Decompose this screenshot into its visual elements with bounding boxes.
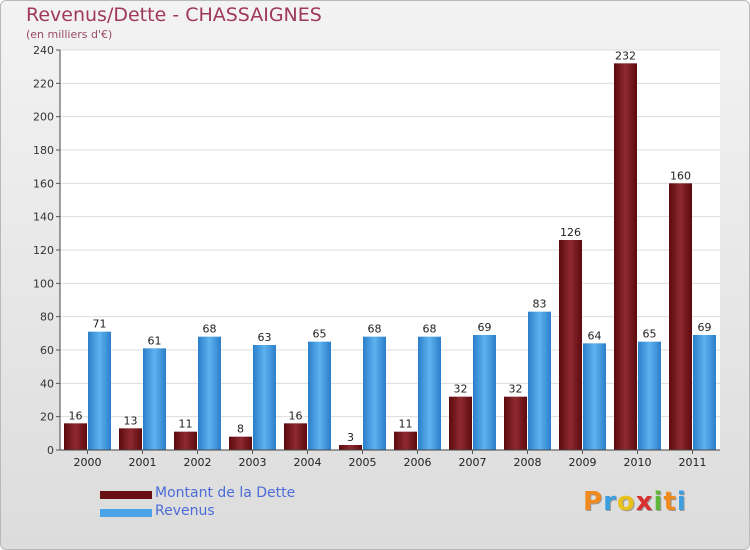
- chart-subtitle: (en milliers d'€): [26, 28, 113, 41]
- logo-letter: t: [663, 487, 677, 517]
- x-tick-label: 2002: [184, 456, 212, 469]
- proxiti-logo: Proxiti: [583, 487, 687, 517]
- legend-swatch-debt: [100, 491, 152, 499]
- data-label-revenus-2006: 68: [423, 323, 437, 336]
- y-tick-label: 200: [33, 111, 54, 124]
- x-tick-label: 2008: [514, 456, 542, 469]
- data-label-revenus-2007: 69: [478, 321, 492, 334]
- x-tick-label: 2011: [679, 456, 707, 469]
- data-label-debt-2001: 13: [124, 414, 138, 427]
- bar-debt-2000: [64, 423, 87, 450]
- data-label-revenus-2004: 65: [313, 328, 327, 341]
- x-tick-label: 2000: [74, 456, 102, 469]
- data-label-revenus-2005: 68: [368, 323, 382, 336]
- bar-revenus-2002: [198, 336, 221, 450]
- data-label-revenus-2008: 83: [533, 298, 547, 311]
- data-label-revenus-2003: 63: [258, 331, 272, 344]
- y-tick-label: 60: [40, 344, 54, 357]
- bar-revenus-2009: [583, 343, 606, 450]
- data-label-debt-2008: 32: [509, 383, 523, 396]
- bar-debt-2007: [449, 396, 472, 450]
- x-tick-label: 2009: [569, 456, 597, 469]
- bar-revenus-2008: [528, 311, 551, 450]
- y-tick-label: 20: [40, 411, 54, 424]
- x-tick-label: 2006: [404, 456, 432, 469]
- bar-debt-2004: [284, 423, 307, 450]
- data-label-revenus-2010: 65: [643, 328, 657, 341]
- x-tick-label: 2001: [129, 456, 157, 469]
- data-label-revenus-2009: 64: [588, 329, 602, 342]
- data-label-revenus-2002: 68: [203, 323, 217, 336]
- y-tick-label: 180: [33, 144, 54, 157]
- data-label-debt-2009: 126: [560, 226, 581, 239]
- bar-revenus-2010: [638, 341, 661, 450]
- legend-label-debt: Montant de la Dette: [155, 485, 296, 501]
- x-tick-label: 2004: [294, 456, 322, 469]
- y-tick-label: 160: [33, 177, 54, 190]
- data-label-debt-2007: 32: [454, 383, 468, 396]
- data-label-revenus-2001: 61: [148, 334, 162, 347]
- y-tick-label: 240: [33, 44, 54, 57]
- y-tick-label: 100: [33, 277, 54, 290]
- logo-letter: r: [603, 487, 617, 517]
- bar-revenus-2005: [363, 336, 386, 450]
- bar-debt-2005: [339, 445, 362, 450]
- bar-debt-2009: [559, 240, 582, 450]
- bar-debt-2003: [229, 436, 252, 450]
- y-tick-label: 40: [40, 377, 54, 390]
- bar-debt-2002: [174, 431, 197, 450]
- data-label-debt-2011: 160: [670, 169, 691, 182]
- legend-swatch-revenus: [100, 509, 152, 517]
- data-label-debt-2005: 3: [347, 431, 354, 444]
- x-tick-label: 2007: [459, 456, 487, 469]
- logo-letter: x: [635, 487, 654, 517]
- x-tick-label: 2005: [349, 456, 377, 469]
- y-tick-label: 140: [33, 211, 54, 224]
- bar-revenus-2011: [693, 335, 716, 450]
- bar-revenus-2000: [88, 331, 111, 450]
- data-label-debt-2003: 8: [237, 423, 244, 436]
- bar-revenus-2003: [253, 345, 276, 450]
- bar-revenus-2006: [418, 336, 441, 450]
- logo-letter: i: [676, 487, 687, 517]
- bar-debt-2001: [119, 428, 142, 450]
- bar-revenus-2004: [308, 341, 331, 450]
- data-label-debt-2004: 16: [289, 409, 303, 422]
- bar-revenus-2007: [473, 335, 496, 450]
- logo-letter: i: [653, 487, 664, 517]
- bar-debt-2010: [614, 63, 637, 450]
- chart-title: Revenus/Dette - CHASSAIGNES: [26, 4, 322, 26]
- data-label-debt-2002: 11: [179, 418, 193, 431]
- y-tick-label: 80: [40, 311, 54, 324]
- data-label-revenus-2011: 69: [698, 321, 712, 334]
- x-tick-label: 2010: [624, 456, 652, 469]
- logo-letter: P: [583, 487, 604, 517]
- data-label-debt-2006: 11: [399, 418, 413, 431]
- bar-debt-2008: [504, 396, 527, 450]
- x-tick-label: 2003: [239, 456, 267, 469]
- data-label-debt-2000: 16: [69, 409, 83, 422]
- bar-debt-2011: [669, 183, 692, 451]
- logo-letter: o: [616, 487, 636, 517]
- y-tick-label: 120: [33, 244, 54, 257]
- y-tick-label: 220: [33, 77, 54, 90]
- bar-debt-2006: [394, 431, 417, 450]
- y-tick-label: 0: [47, 444, 54, 457]
- data-label-revenus-2000: 71: [93, 318, 107, 331]
- bar-revenus-2001: [143, 348, 166, 450]
- legend-label-revenus: Revenus: [155, 503, 215, 519]
- data-label-debt-2010: 232: [615, 49, 636, 62]
